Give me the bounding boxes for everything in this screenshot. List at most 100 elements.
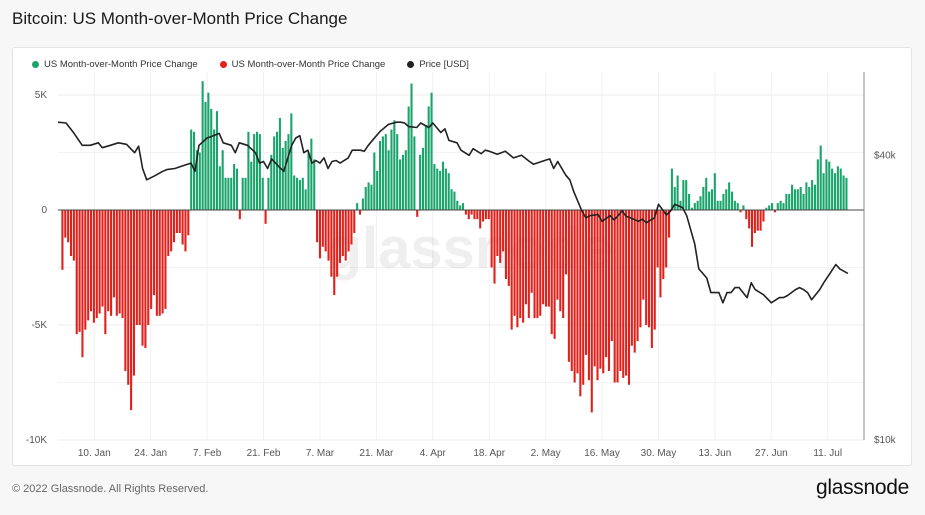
bar-negative [759,210,762,231]
bar-negative [542,210,545,305]
bar-negative [238,210,241,220]
bar-negative [358,210,362,215]
bar-negative [773,210,776,213]
bar-positive [842,175,845,210]
bar-negative [132,210,136,376]
chart-legend: US Month-over-Month Price Change US Mont… [32,57,469,71]
bar-negative [522,210,525,323]
bar-positive [424,124,427,210]
bar-negative [81,210,84,358]
bar-positive [813,184,817,210]
bar-negative [524,210,528,305]
bar-negative [338,210,342,263]
bar-positive [733,200,736,210]
bar-positive [293,175,296,210]
left-y-axis: 5K 0 -5K -10K [26,90,48,446]
bar-positive [290,113,293,210]
bar-positive [808,187,811,210]
legend-item-negative-change[interactable]: US Month-over-Month Price Change [219,59,385,70]
bar-negative [164,210,167,309]
bar-negative [756,210,759,231]
bar-negative [656,210,659,268]
bar-negative [147,210,150,325]
legend-item-positive-change[interactable]: US Month-over-Month Price Change [32,59,198,70]
bar-negative [582,210,585,385]
bar-positive [298,180,301,210]
bar-positive [404,150,407,210]
x-tick-label: 11. Jul [813,448,842,459]
bar-negative [556,210,559,300]
bar-positive [710,189,714,210]
bar-negative [573,210,576,383]
brand-logo[interactable]: glassnode [815,476,909,499]
bar-negative [536,210,539,319]
bar-negative [516,210,519,328]
legend-item-price[interactable]: Price [USD] [407,59,469,70]
bar-positive [195,150,198,210]
bar-negative [530,210,533,293]
bar-positive [310,138,313,210]
bar-negative [178,210,181,233]
bar-negative [607,210,610,371]
right-y-axis: $40k $10k [874,150,897,446]
bar-positive [233,164,236,210]
bar-positive [433,164,436,210]
bar-positive [399,159,402,210]
bar-positive [730,191,734,210]
bar-positive [799,187,802,210]
bar-negative [324,210,327,252]
bar-positive [307,152,310,210]
bar-positive [811,180,814,210]
bar-positive [267,177,270,210]
bar-negative [187,210,190,236]
bar-positive [768,205,771,210]
bar-negative [347,210,350,252]
bar-positive [261,177,264,210]
bar-positive [198,152,201,210]
bar-negative [64,210,67,238]
bar-positive [825,159,828,210]
bar-positive [215,111,218,210]
bar-negative [659,210,662,298]
bar-negative [596,210,599,381]
bar-positive [373,152,376,210]
bar-negative [107,210,110,312]
bar-positive [444,168,447,210]
bar-positive [396,134,399,210]
bar-positive [313,159,316,210]
bar-negative [493,210,496,284]
bar-positive [796,189,799,210]
copyright-text: © 2022 Glassnode. All Rights Reserved. [12,483,209,495]
bar-negative [487,210,490,220]
bar-negative [585,210,588,355]
bar-negative [155,210,158,316]
bar-negative [750,210,754,247]
bar-positive [370,184,373,210]
bar-negative [69,210,73,256]
bar-negative [150,210,153,309]
legend-dot-black-icon [407,60,415,68]
bar-positive [676,175,679,210]
bar-positive [301,177,304,210]
bar-positive [728,182,731,210]
bar-positive [235,168,239,210]
bar-positive [361,198,364,210]
bar-negative [167,210,170,256]
bar-positive [273,136,276,210]
bar-positive [413,136,416,210]
bar-positive [390,129,393,210]
bar-negative [467,210,470,220]
bar-negative [510,210,513,330]
bar-negative [550,210,553,335]
bar-positive [379,141,382,210]
bar-negative [112,210,115,298]
bar-positive [456,200,459,210]
bar-positive [771,203,774,210]
bar-positive [719,200,722,210]
bar-negative [161,210,164,314]
bar-positive [713,173,716,210]
bar-positive [270,154,273,210]
x-tick-label: 2. May [531,448,561,459]
bar-negative [75,210,78,335]
bar-positive [693,203,696,210]
